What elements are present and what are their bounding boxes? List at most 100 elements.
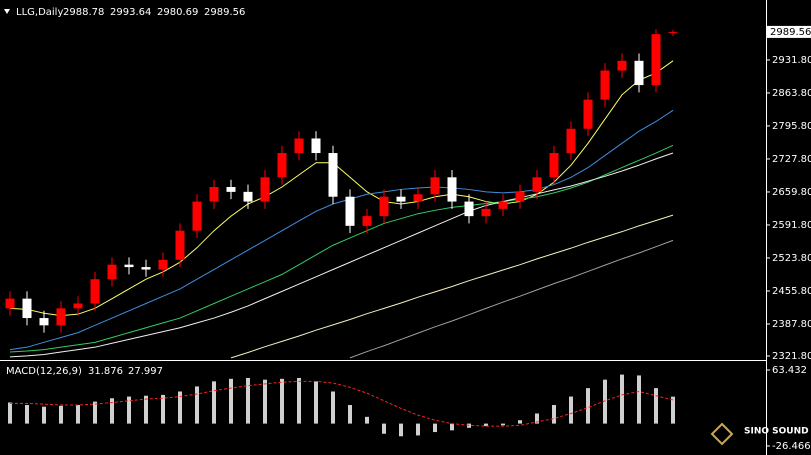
macd-bar bbox=[59, 405, 63, 424]
close-value: 2989.56 bbox=[204, 7, 245, 18]
candle-body bbox=[90, 279, 100, 304]
macd-bar bbox=[280, 378, 284, 424]
candle-body bbox=[294, 138, 304, 154]
macd-bar bbox=[127, 396, 131, 424]
macd-bar bbox=[535, 413, 539, 424]
macd-bar bbox=[433, 423, 437, 433]
macd-title: MACD(12,26,9) bbox=[6, 366, 82, 377]
macd-bar bbox=[348, 405, 352, 424]
macd-bar bbox=[569, 396, 573, 424]
candle-body bbox=[600, 70, 610, 100]
candle-body bbox=[634, 60, 644, 86]
chart-title: LLG,Daily bbox=[16, 7, 63, 18]
moving-average bbox=[9, 152, 674, 358]
macd-bar bbox=[501, 423, 505, 426]
candle-body bbox=[345, 196, 355, 226]
candle-body bbox=[617, 60, 627, 71]
candle-body bbox=[39, 318, 49, 326]
macd-bar bbox=[195, 386, 199, 424]
macd-bar bbox=[552, 405, 556, 424]
y-tick-label: 2931.80 bbox=[772, 55, 811, 66]
candle-body bbox=[22, 298, 32, 319]
candle-body bbox=[566, 128, 576, 154]
y-tick-label: 2727.80 bbox=[772, 154, 811, 165]
candle-body bbox=[5, 298, 15, 309]
candle-body bbox=[413, 194, 423, 202]
candle-body bbox=[379, 196, 389, 217]
y-tick-label: 2455.80 bbox=[772, 286, 811, 297]
moving-average bbox=[9, 60, 674, 317]
macd-bar bbox=[76, 405, 80, 424]
candle-body bbox=[583, 99, 593, 129]
macd-value: 31.876 bbox=[88, 366, 123, 377]
macd-bar bbox=[620, 374, 624, 424]
candle-body bbox=[532, 177, 542, 192]
high-value: 2993.64 bbox=[110, 7, 151, 18]
menu-triangle bbox=[4, 9, 10, 14]
candle-body bbox=[192, 201, 202, 231]
macd-bar bbox=[671, 396, 675, 424]
macd-bar bbox=[263, 379, 267, 424]
macd-bar bbox=[399, 423, 403, 437]
candle-body bbox=[311, 138, 321, 154]
candle-body bbox=[464, 201, 474, 217]
macd-bar bbox=[637, 375, 641, 424]
signal-value: 27.997 bbox=[128, 366, 163, 377]
candle-body bbox=[515, 191, 525, 202]
candle-body bbox=[498, 201, 508, 209]
moving-average bbox=[9, 144, 674, 353]
open-value: 2988.78 bbox=[63, 7, 104, 18]
candle-body bbox=[277, 153, 287, 178]
y-tick-label: 2659.80 bbox=[772, 187, 811, 198]
macd-bar bbox=[42, 406, 46, 424]
y-tick-label: 2523.80 bbox=[772, 253, 811, 264]
y-tick-label: 2591.80 bbox=[772, 220, 811, 231]
candle-body bbox=[668, 31, 678, 33]
macd-bar bbox=[229, 378, 233, 424]
macd-bar bbox=[8, 402, 12, 424]
y-tick-label: 2321.80 bbox=[772, 351, 811, 362]
macd-bar bbox=[382, 423, 386, 434]
macd-bar bbox=[178, 391, 182, 424]
header: LLG,Daily 2988.78 2993.64 2980.69 2989.5… bbox=[16, 7, 245, 18]
macd-bar bbox=[365, 416, 369, 424]
macd-bar bbox=[297, 377, 301, 424]
candle-body bbox=[328, 153, 338, 197]
price-box bbox=[767, 25, 811, 38]
macd-bar bbox=[603, 379, 607, 424]
candle-body bbox=[124, 264, 134, 268]
candle-body bbox=[209, 187, 219, 202]
macd-bar bbox=[25, 405, 29, 424]
y-tick-label: -26.466 bbox=[772, 441, 811, 452]
macd-bar bbox=[484, 423, 488, 427]
macd-bar bbox=[144, 395, 148, 424]
macd-bar bbox=[93, 401, 97, 424]
y-tick-label: 2863.80 bbox=[772, 88, 811, 99]
watermark: SINO SOUND bbox=[744, 427, 809, 437]
macd-bar bbox=[331, 391, 335, 424]
candle-body bbox=[447, 177, 457, 202]
candle-body bbox=[158, 259, 168, 270]
logo-icon bbox=[710, 422, 734, 446]
candle-body bbox=[362, 216, 372, 226]
candle-body bbox=[226, 187, 236, 192]
macd-bar bbox=[450, 423, 454, 431]
macd-bar bbox=[416, 423, 420, 436]
macd-bar bbox=[314, 381, 318, 424]
candle-body bbox=[141, 267, 151, 270]
current-price: 2989.56 bbox=[770, 27, 811, 38]
moving-average bbox=[349, 239, 674, 359]
low-value: 2980.69 bbox=[157, 7, 198, 18]
macd-bar bbox=[654, 388, 658, 424]
candle-body bbox=[430, 177, 440, 195]
logo: SINO SOUND bbox=[710, 422, 809, 446]
signal-line bbox=[10, 380, 674, 427]
moving-average bbox=[9, 109, 674, 351]
candle-body bbox=[651, 34, 661, 86]
candle-body bbox=[243, 191, 253, 202]
macd-bar bbox=[212, 381, 216, 424]
candle-body bbox=[73, 303, 83, 309]
macd-bar bbox=[110, 398, 114, 424]
